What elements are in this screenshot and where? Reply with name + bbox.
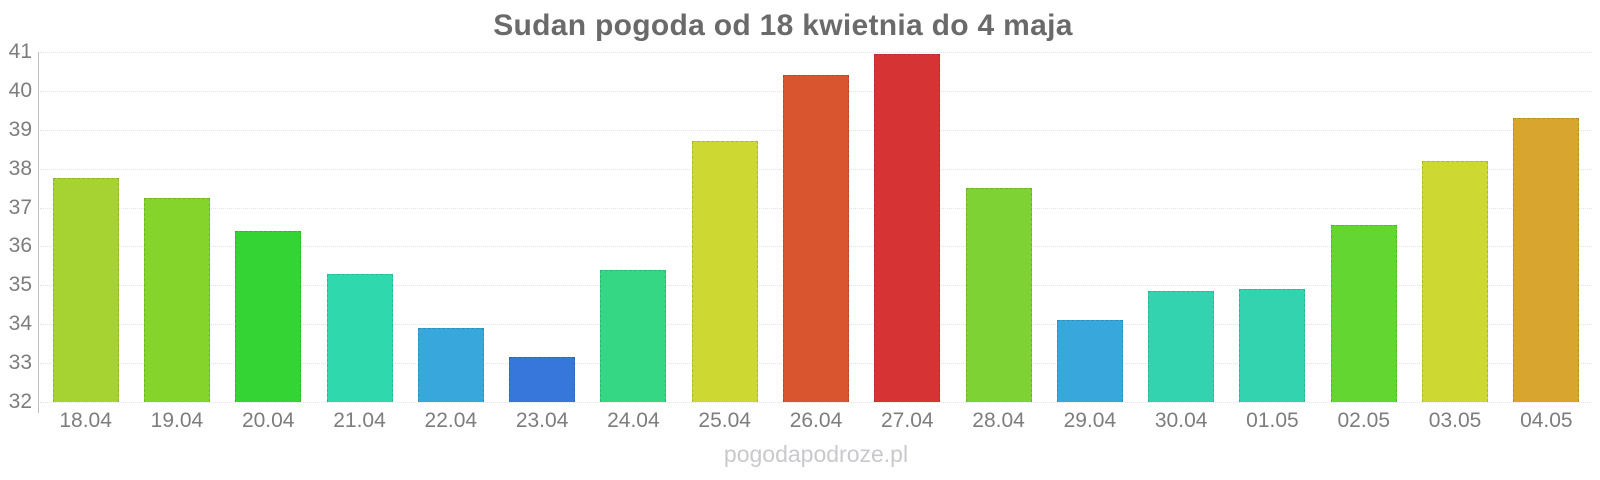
y-axis-tick-label-39: 39 (8, 117, 32, 141)
bar-04.05[interactable] (1513, 118, 1580, 402)
bar-26.04[interactable] (783, 75, 849, 402)
y-axis-tick-label-38: 38 (8, 156, 32, 180)
bar-29.04[interactable] (1056, 320, 1123, 402)
y-axis-tick-label-34: 34 (8, 312, 32, 336)
y-axis-tick-label-36: 36 (8, 234, 32, 258)
y-axis-line (38, 52, 39, 413)
y-axis-tick-label-33: 33 (8, 351, 32, 375)
bar-22.04[interactable] (417, 328, 484, 402)
y-axis-tick-label-40: 40 (8, 78, 32, 102)
x-axis-tick-label-23.04: 23.04 (515, 409, 569, 432)
x-axis-tick-label-21.04: 21.04 (333, 409, 386, 432)
bar-25.04[interactable] (691, 141, 758, 402)
bar-23.04[interactable] (509, 357, 576, 402)
bar-18.04[interactable] (52, 178, 119, 402)
x-axis-tick-label-01.05: 01.05 (1246, 409, 1299, 432)
x-axis-tick-label-02.05: 02.05 (1337, 409, 1391, 432)
watermark-text: pogodapodroze.pl (723, 441, 909, 467)
x-axis-tick-label-28.04: 28.04 (972, 409, 1025, 432)
bar-02.05[interactable] (1330, 225, 1397, 402)
plot-area (38, 52, 1592, 413)
y-axis-tick-label-41: 41 (8, 40, 32, 63)
x-axis-tick-label-22.04: 22.04 (424, 409, 478, 432)
x-axis-tick-label-03.05: 03.05 (1428, 409, 1482, 432)
bar-20.04[interactable] (235, 230, 302, 402)
y-axis-tick-label-37: 37 (8, 195, 32, 219)
x-axis-tick-label-04.05: 04.05 (1520, 409, 1573, 432)
gridline-41 (40, 52, 1592, 53)
chart-title: Sudan pogoda od 18 kwietnia do 4 maja (493, 9, 1073, 42)
bar-24.04[interactable] (600, 269, 667, 402)
bar-01.05[interactable] (1239, 289, 1306, 402)
x-axis-tick-label-25.04: 25.04 (698, 409, 751, 432)
gridline-32 (40, 402, 1592, 403)
x-axis-tick-label-20.04: 20.04 (241, 409, 295, 432)
x-axis-tick-label-18.04: 18.04 (59, 409, 112, 432)
x-axis-tick-label-27.04: 27.04 (881, 409, 934, 432)
bar-28.04[interactable] (965, 188, 1032, 402)
x-axis-tick-label-24.04: 24.04 (607, 409, 660, 432)
x-axis-tick-label-19.04: 19.04 (150, 409, 204, 432)
bar-27.04[interactable] (874, 53, 941, 402)
bar-21.04[interactable] (326, 273, 393, 402)
y-axis-tick-label-35: 35 (8, 273, 32, 297)
x-axis-tick-label-26.04: 26.04 (789, 409, 843, 432)
bar-19.04[interactable] (143, 197, 210, 402)
bar-03.05[interactable] (1422, 160, 1489, 402)
y-axis-tick-label-32: 32 (8, 390, 32, 413)
bar-30.04[interactable] (1148, 291, 1215, 402)
x-axis-tick-label-30.04: 30.04 (1154, 409, 1208, 432)
x-axis-tick-label-29.04: 29.04 (1063, 409, 1117, 432)
